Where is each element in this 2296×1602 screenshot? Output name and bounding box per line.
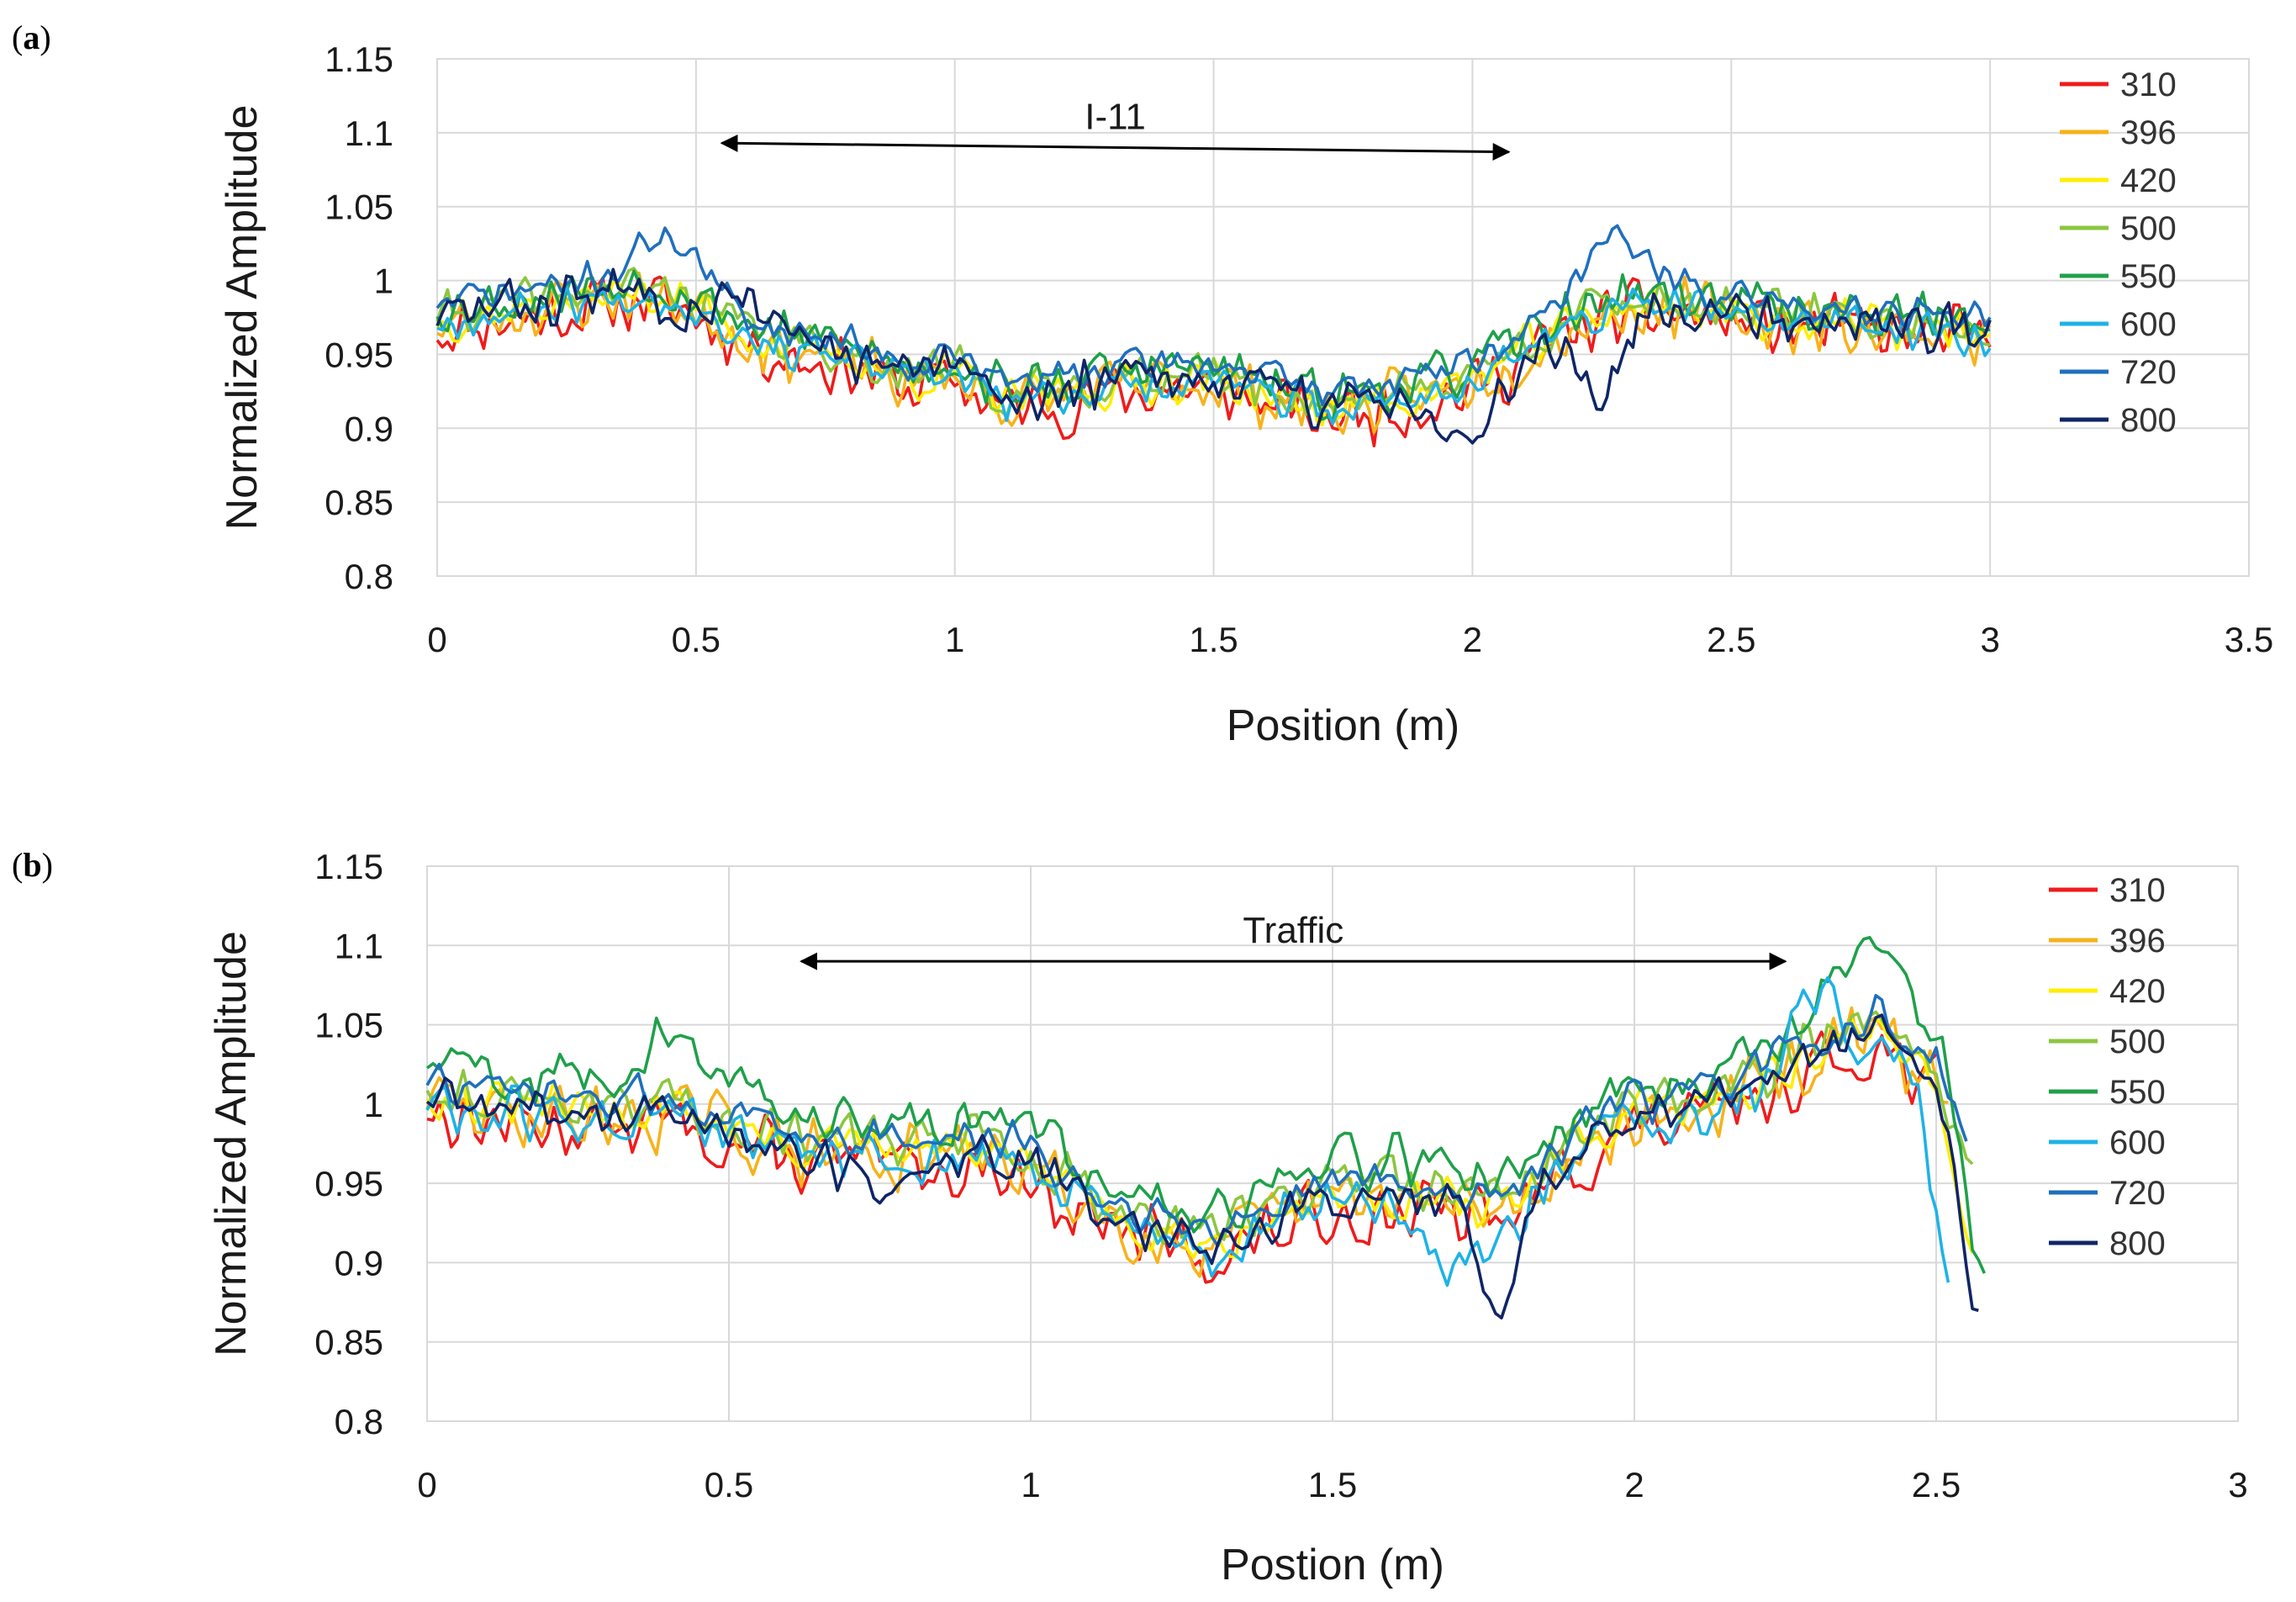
chart-a-xlabel: Position (m)	[1227, 701, 1459, 750]
chart-b-ytick-label: 1.05	[314, 1006, 383, 1045]
chart-a-xtick-label: 2.5	[1707, 620, 1755, 659]
chart-a-legend-label-720: 720	[2120, 354, 2177, 391]
chart-a-ytick-label: 1.05	[325, 188, 393, 227]
chart-b-series-720	[425, 993, 1968, 1248]
chart-b-xlabel: Postion (m)	[1221, 1541, 1444, 1589]
chart-b-legend-label-500: 500	[2109, 1023, 2166, 1060]
chart-b-legend-label-310: 310	[2109, 872, 2166, 909]
chart-a-xtick-label: 0	[427, 620, 446, 659]
chart-b-legend-label-420: 420	[2109, 973, 2166, 1010]
chart-a-xtick-label: 2	[1463, 620, 1482, 659]
chart-b-ytick-label: 1.1	[335, 926, 383, 965]
panel-label-b: (b)	[12, 846, 53, 884]
chart-a-legend-label-600: 600	[2120, 306, 2177, 343]
chart-b-ytick-label: 0.95	[314, 1164, 383, 1203]
chart-b-annotation-text: Traffic	[1243, 910, 1343, 951]
chart-a: 0.8 0.85 0.9 0.95 1 1.05 1.1 1.15 0 0.5 1 1.5 2 2.5 3 3…	[218, 40, 2273, 750]
chart-b-ytick-label: 1.15	[314, 847, 383, 886]
chart-a-series-396	[436, 271, 1992, 435]
chart-a-ytick-label: 0.85	[325, 483, 393, 522]
chart-a-series-720	[435, 224, 1992, 406]
chart-a-ytick-label: 1	[374, 262, 393, 301]
chart-a-legend-label-550: 550	[2120, 258, 2177, 295]
chart-a-legend-label-310: 310	[2120, 66, 2177, 103]
chart-b-xtick-label: 1.5	[1308, 1465, 1357, 1504]
chart-b-series-550	[425, 936, 1987, 1274]
chart-b-series-500	[425, 1010, 1974, 1245]
chart-a-annotation-text: I-11	[1085, 96, 1146, 137]
chart-b-ytick-label: 0.9	[335, 1243, 383, 1282]
chart-a-plot-frame	[436, 58, 2250, 577]
chart-b: 0.8 0.85 0.9 0.95 1 1.05 1.1 1.15 0 0.5 1 1.5 2 2.5 3 N…	[207, 847, 2248, 1589]
chart-b-ytick-label: 0.8	[335, 1402, 383, 1441]
chart-b-ytick-label: 0.85	[314, 1323, 383, 1362]
chart-a-ytick-label: 0.8	[345, 557, 393, 596]
chart-a-xtick-label: 3	[1980, 620, 1999, 659]
chart-b-xtick-label: 2	[1624, 1465, 1644, 1504]
chart-b-legend-label-800: 800	[2109, 1225, 2166, 1262]
chart-a-ytick-label: 1.15	[325, 40, 393, 79]
chart-b-ylabel: Normalized Amplitude	[207, 931, 256, 1356]
chart-a-legend-label-396: 396	[2120, 114, 2177, 151]
chart-b-ytick-label: 1	[364, 1085, 383, 1124]
chart-b-xtick-label: 2.5	[1912, 1465, 1961, 1504]
chart-a-annotation-arrow	[720, 134, 1511, 161]
chart-a-xtick-label: 0.5	[672, 620, 720, 659]
chart-a-xtick-label: 3.5	[2225, 620, 2273, 659]
chart-a-xtick-label: 1	[945, 620, 964, 659]
chart-a-series-800	[435, 267, 1992, 445]
chart-a-ytick-label: 0.95	[325, 335, 393, 374]
chart-a-ytick-label: 1.1	[345, 114, 393, 153]
chart-a-ytick-label: 0.9	[345, 409, 393, 448]
chart-a-ylabel: Normalized Amplitude	[218, 105, 267, 531]
chart-a-legend-label-500: 500	[2120, 210, 2177, 247]
chart-b-legend-label-550: 550	[2109, 1074, 2166, 1111]
chart-b-legend-label-396: 396	[2109, 923, 2166, 960]
chart-b-series-800	[425, 1013, 1979, 1319]
chart-b-xtick-label: 0.5	[705, 1465, 753, 1504]
chart-b-plot-frame	[426, 865, 2239, 1422]
chart-a-legend-label-420: 420	[2120, 162, 2177, 199]
chart-b-xtick-label: 3	[2228, 1465, 2247, 1504]
chart-b-legend-label-600: 600	[2109, 1124, 2166, 1161]
panel-label-a: (a)	[12, 19, 51, 56]
chart-b-xtick-label: 1	[1021, 1465, 1040, 1504]
chart-a-legend-label-800: 800	[2120, 402, 2177, 439]
chart-b-xtick-label: 0	[417, 1465, 436, 1504]
chart-a-xtick-label: 1.5	[1189, 620, 1238, 659]
chart-b-legend-label-720: 720	[2109, 1175, 2166, 1212]
